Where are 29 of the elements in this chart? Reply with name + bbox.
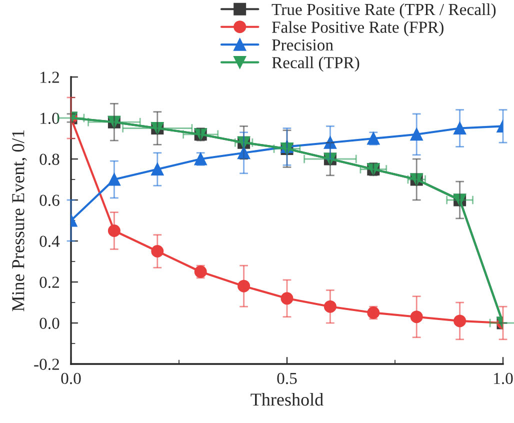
x-tick-label: 1.0 — [494, 372, 513, 384]
legend-label: False Positive Rate (FPR) — [272, 21, 444, 36]
x-tick-label: 0.5 — [277, 372, 297, 384]
y-tick-label: 0.6 — [40, 194, 60, 206]
point — [151, 163, 164, 176]
point — [238, 280, 250, 292]
legend-label: True Positive Rate (TPR / Recall) — [272, 3, 496, 19]
y-tick-label: 1.2 — [40, 72, 59, 84]
point — [151, 245, 164, 258]
legend-label: Precision — [272, 39, 334, 51]
y-tick-label: 0.4 — [40, 236, 60, 248]
point — [108, 173, 120, 186]
point — [108, 224, 120, 237]
point — [454, 122, 466, 134]
x-tick-label: 0.0 — [61, 372, 81, 384]
point — [410, 128, 423, 141]
legend-label: Recall (TPR) — [272, 56, 360, 72]
point — [454, 314, 466, 328]
x-axis-title: Threshold — [250, 393, 324, 406]
point — [324, 300, 336, 313]
point — [324, 136, 336, 149]
point — [410, 310, 423, 324]
y-tick-label: -0.2 — [34, 358, 59, 370]
point — [238, 146, 250, 160]
y-tick-label: 0.8 — [40, 154, 60, 166]
point — [280, 292, 294, 305]
y-tick-label: 0.2 — [40, 276, 59, 288]
y-tick-label: 0.0 — [40, 318, 60, 330]
y-axis-title: Mine Pressure Event, 0/1 — [12, 130, 27, 312]
